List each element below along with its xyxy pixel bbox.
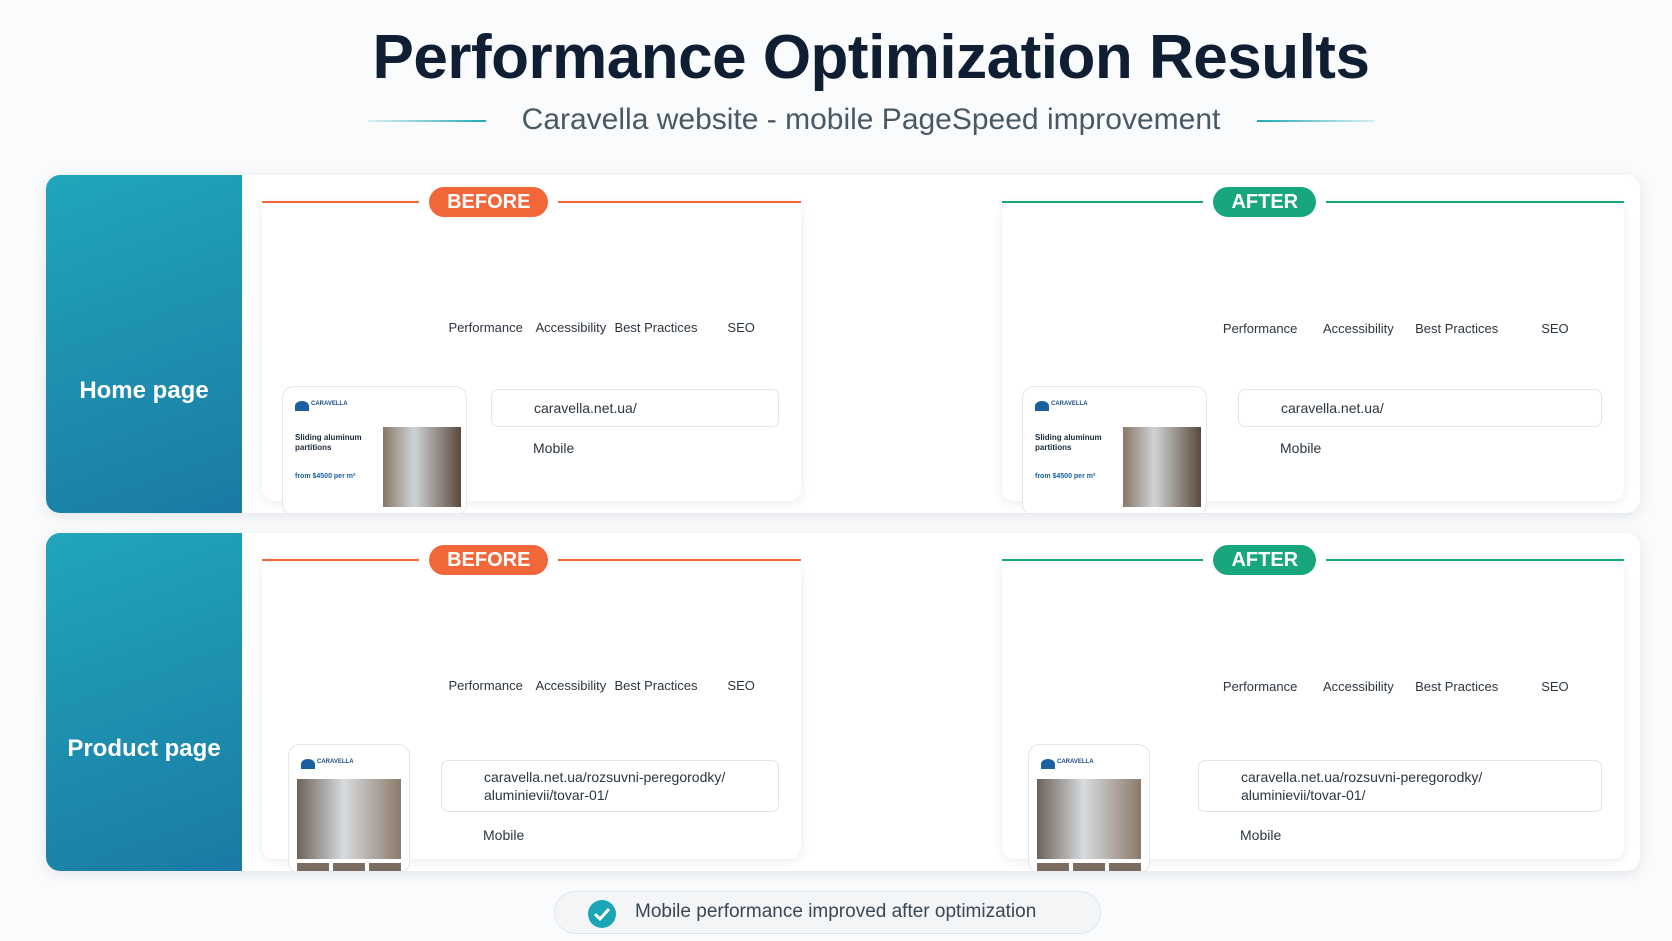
device-label: Mobile [533,440,575,456]
score-panel: BEFORE5252Performance65Accessibility100B… [262,545,801,871]
metric-label: Performance [1222,679,1298,694]
device-label: Mobile [1280,440,1322,456]
url-box: caravella.net.ua/rozsuvni-peregorodky/al… [441,760,779,812]
preview-brand: CARAVELLA [311,401,348,407]
url-text: caravella.net.ua/rozsuvni-peregorodky/ [1241,769,1483,785]
check-icon [588,900,616,928]
url-text: aluminievii/tovar-01/ [484,787,609,803]
url-text: caravella.net.ua/ [534,400,637,416]
preview-image [1123,427,1201,507]
site-preview: CARAVELLA [288,744,410,871]
preview-thumbs [297,863,401,871]
preview-headline: Sliding aluminum partitions [1035,433,1102,452]
row-header: Product page [46,533,242,871]
badge: BEFORE [429,545,549,575]
metric-label: Accessibility [535,678,607,693]
preview-brand: CARAVELLA [1051,401,1088,407]
url-text: caravella.net.ua/rozsuvni-peregorodky/ [484,769,726,785]
score-panel: AFTER9191Performance75Accessibility100Be… [1002,187,1624,513]
metric-label: Performance [448,678,523,693]
footer-note: Mobile performance improved after optimi… [554,891,1101,934]
decoration [368,120,486,122]
metric-label: Accessibility [1322,679,1394,694]
preview-brand: CARAVELLA [1057,759,1094,765]
preview-image [297,779,401,859]
device-row: Mobile [1210,825,1281,845]
score-panel: AFTER9292Performance67Accessibility96Bes… [1002,545,1624,871]
metric-label: SEO [1541,679,1569,694]
metric-label: Accessibility [535,320,607,335]
metric-label: Accessibility [1322,321,1394,336]
preview-price: from $4500 per m² [295,473,356,480]
preview-thumbs [1037,863,1141,871]
score-panel: BEFORE8484Performance75Accessibility100B… [262,187,801,513]
url-box: caravella.net.ua/ [1238,389,1602,427]
badge: BEFORE [429,187,549,217]
subtitle: Caravella website - mobile PageSpeed imp… [521,103,1221,136]
row-header: Home page [46,175,242,513]
device-row: Mobile [1250,438,1321,458]
decoration [1257,120,1375,122]
preview-brand: CARAVELLA [317,759,354,765]
row-label: Home page [79,377,209,404]
comparison-row: Product page BEFORE5252Performance65Acces… [46,533,1640,871]
device-label: Mobile [483,827,525,843]
device-row: Mobile [503,438,574,458]
preview-logo [1035,401,1049,411]
metric-label: SEO [1541,321,1569,336]
site-preview: CARAVELLA [1028,744,1150,871]
preview-image [383,427,461,507]
device-label: Mobile [1240,827,1282,843]
preview-logo [301,759,315,769]
metric-label: SEO [727,320,755,335]
preview-logo [1041,759,1055,769]
preview-logo [295,401,309,411]
preview-price: from $4500 per m² [1035,473,1096,480]
url-box: caravella.net.ua/ [491,389,779,427]
metric-label: Best Practices [1415,679,1499,694]
badge: AFTER [1213,545,1317,575]
metric-label: SEO [727,678,755,693]
site-preview: CARAVELLA Sliding aluminum partitions from… [282,386,467,513]
comparison-row: Home page BEFORE8484Performance75Accessib… [46,175,1640,513]
preview-headline: Sliding aluminum partitions [295,433,362,452]
url-box: caravella.net.ua/rozsuvni-peregorodky/al… [1198,760,1602,812]
metric-label: Performance [1222,321,1298,336]
preview-image [1037,779,1141,859]
metric-label: Best Practices [1415,321,1499,336]
badge: AFTER [1213,187,1317,217]
device-row: Mobile [453,825,524,845]
url-text: caravella.net.ua/ [1281,400,1384,416]
metric-label: Best Practices [614,320,698,335]
url-text: aluminievii/tovar-01/ [1241,787,1366,803]
metric-label: Performance [448,320,523,335]
row-label: Product page [67,735,221,762]
title: Performance Optimization Results [372,23,1370,92]
site-preview: CARAVELLA Sliding aluminum partitions from… [1022,386,1207,513]
footer-text: Mobile performance improved after optimi… [635,901,1037,922]
metric-label: Best Practices [614,678,698,693]
